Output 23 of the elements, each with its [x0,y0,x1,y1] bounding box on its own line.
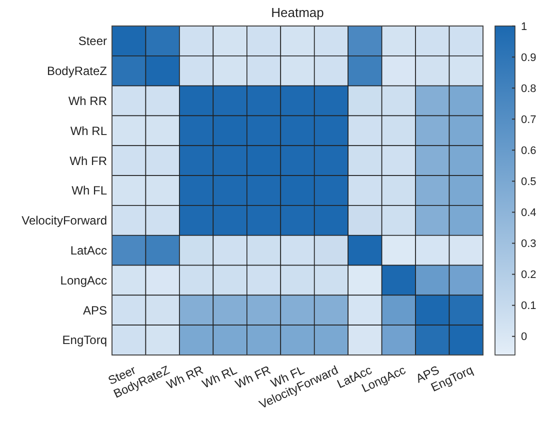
color-bar-label: 0.8 [521,82,536,95]
color-bar-label: 1 [521,20,528,33]
y-tick-label: LatAcc [70,244,107,258]
y-tick-label: LongAcc [60,273,107,288]
y-tick-label: APS [82,303,107,318]
y-tick-label: Wh FR [70,154,108,168]
color-bar-label: 0.5 [521,176,536,188]
y-tick-label: Steer [78,34,107,48]
y-tick-label: BodyRateZ [46,64,107,78]
color-bar-label: 0.2 [521,269,536,282]
color-bar-label: 0.1 [521,300,536,312]
color-bar-label: 0.6 [521,145,536,157]
y-tick-label: Wh RL [70,124,108,138]
y-tick-label: VelocityForward [22,214,107,228]
color-bar-label: 0.4 [521,207,536,220]
y-tick-label: EngTorq [62,333,107,348]
color-bar-label: 0.3 [521,238,536,250]
color-bar-label: 0.9 [521,52,536,64]
color-bar-label: 0.7 [521,114,536,126]
color-bar-label: 0 [521,331,528,344]
chart-title: Heatmap [271,5,324,20]
y-tick-label: Wh FL [72,184,108,198]
y-tick-label: Wh RR [68,94,108,108]
